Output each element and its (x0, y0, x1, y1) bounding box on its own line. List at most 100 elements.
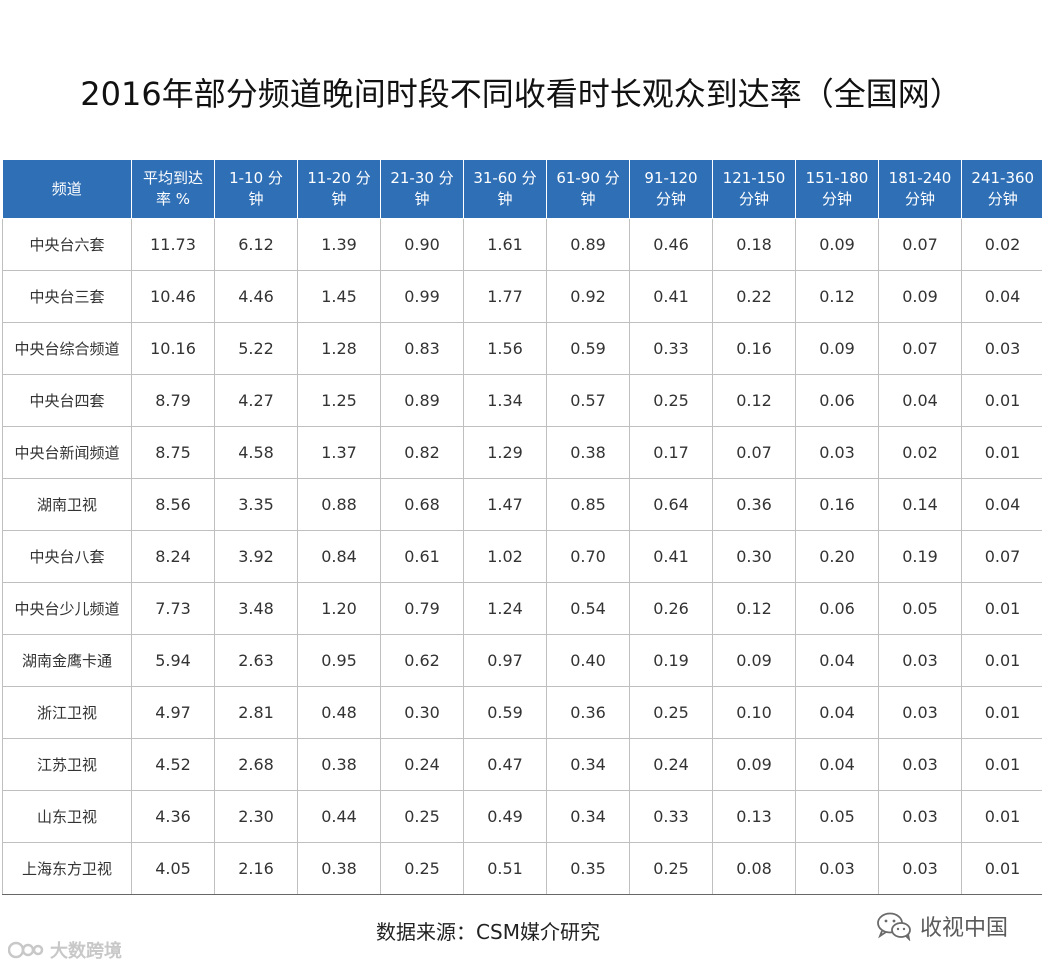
channel-name-cell: 中央台八套 (2, 530, 132, 583)
column-header: 61-90 分钟 (546, 160, 630, 219)
value-cell: 0.03 (795, 842, 879, 895)
value-cell: 0.16 (712, 322, 796, 375)
value-cell: 0.35 (546, 842, 630, 895)
value-cell: 0.49 (463, 790, 547, 843)
value-cell: 2.81 (214, 686, 298, 739)
table-row: 浙江卫视 4.97 2.81 0.48 0.30 0.59 0.36 0.25 0.10 0.04… (2, 686, 1042, 739)
value-cell: 4.52 (131, 738, 215, 791)
value-cell: 0.14 (878, 478, 962, 531)
channel-name-cell: 江苏卫视 (2, 738, 132, 791)
value-cell: 4.97 (131, 686, 215, 739)
value-cell: 0.99 (380, 270, 464, 323)
value-cell: 0.01 (961, 842, 1042, 895)
value-cell: 0.62 (380, 634, 464, 687)
value-cell: 0.09 (795, 218, 879, 271)
value-cell: 1.37 (297, 426, 381, 479)
value-cell: 2.16 (214, 842, 298, 895)
value-cell: 0.06 (795, 582, 879, 635)
value-cell: 5.94 (131, 634, 215, 687)
value-cell: 0.57 (546, 374, 630, 427)
column-header-line: 分钟 (738, 190, 769, 208)
value-cell: 0.92 (546, 270, 630, 323)
value-cell: 1.61 (463, 218, 547, 271)
value-cell: 0.01 (961, 738, 1042, 791)
value-cell: 0.82 (380, 426, 464, 479)
value-cell: 0.89 (380, 374, 464, 427)
channel-name-cell: 上海东方卫视 (2, 842, 132, 895)
watermark-left-text: 大数跨境 (50, 941, 122, 962)
value-cell: 0.04 (878, 374, 962, 427)
data-table: 频道 平均到达率 % 1-10 分钟 11-20 分钟 21-30 分钟 31-60 分钟… (2, 160, 1042, 895)
value-cell: 0.85 (546, 478, 630, 531)
value-cell: 0.03 (961, 322, 1042, 375)
value-cell: 1.02 (463, 530, 547, 583)
table-row: 湖南卫视 8.56 3.35 0.88 0.68 1.47 0.85 0.64 0.36 0.16… (2, 478, 1042, 531)
channel-name-cell: 山东卫视 (2, 790, 132, 843)
value-cell: 0.08 (712, 842, 796, 895)
value-cell: 0.03 (878, 738, 962, 791)
value-cell: 0.88 (297, 478, 381, 531)
value-cell: 0.36 (712, 478, 796, 531)
value-cell: 1.25 (297, 374, 381, 427)
value-cell: 0.12 (712, 582, 796, 635)
column-header: 1-10 分钟 (214, 160, 298, 219)
column-header: 21-30 分钟 (380, 160, 464, 219)
column-header-line: 分钟 (987, 190, 1018, 208)
value-cell: 0.03 (795, 426, 879, 479)
channel-name-cell: 中央台综合频道 (2, 322, 132, 375)
column-header-line: 31-60 分 (473, 169, 537, 187)
column-header-line: 181-240 (888, 169, 952, 187)
watermark-right-text: 收视中国 (919, 916, 1008, 941)
value-cell: 0.59 (546, 322, 630, 375)
value-cell: 0.01 (961, 686, 1042, 739)
value-cell: 0.03 (878, 842, 962, 895)
value-cell: 0.34 (546, 790, 630, 843)
value-cell: 0.70 (546, 530, 630, 583)
column-header-line: 151-180 (805, 169, 869, 187)
value-cell: 0.26 (629, 582, 713, 635)
value-cell: 0.18 (712, 218, 796, 271)
value-cell: 1.45 (297, 270, 381, 323)
value-cell: 10.16 (131, 322, 215, 375)
value-cell: 0.01 (961, 790, 1042, 843)
column-header-line: 61-90 分 (556, 169, 620, 187)
value-cell: 0.04 (795, 686, 879, 739)
column-header-line: 钟 (248, 190, 264, 208)
value-cell: 0.19 (629, 634, 713, 687)
value-cell: 1.47 (463, 478, 547, 531)
table-row: 江苏卫视 4.52 2.68 0.38 0.24 0.47 0.34 0.24 0.09 0.04… (2, 738, 1042, 791)
value-cell: 0.89 (546, 218, 630, 271)
value-cell: 0.02 (961, 218, 1042, 271)
value-cell: 0.09 (712, 738, 796, 791)
value-cell: 5.22 (214, 322, 298, 375)
value-cell: 1.77 (463, 270, 547, 323)
column-header-line: 钟 (414, 190, 430, 208)
value-cell: 4.58 (214, 426, 298, 479)
value-cell: 0.84 (297, 530, 381, 583)
value-cell: 0.30 (712, 530, 796, 583)
value-cell: 0.41 (629, 530, 713, 583)
value-cell: 0.07 (878, 322, 962, 375)
table-header-row: 频道 平均到达率 % 1-10 分钟 11-20 分钟 21-30 分钟 31-60 分钟… (2, 160, 1042, 219)
value-cell: 0.44 (297, 790, 381, 843)
value-cell: 0.25 (629, 842, 713, 895)
value-cell: 3.48 (214, 582, 298, 635)
table-row: 中央台四套 8.79 4.27 1.25 0.89 1.34 0.57 0.25 0.12 0.0… (2, 374, 1042, 427)
value-cell: 0.03 (878, 634, 962, 687)
page-title: 2016年部分频道晚间时段不同收看时长观众到达率（全国网） (80, 75, 962, 113)
value-cell: 0.41 (629, 270, 713, 323)
value-cell: 0.61 (380, 530, 464, 583)
value-cell: 0.17 (629, 426, 713, 479)
value-cell: 4.27 (214, 374, 298, 427)
value-cell: 0.34 (546, 738, 630, 791)
channel-name-cell: 中央台三套 (2, 270, 132, 323)
column-header: 241-360 分钟 (961, 160, 1042, 219)
value-cell: 0.90 (380, 218, 464, 271)
column-header: 平均到达率 % (131, 160, 215, 219)
value-cell: 0.30 (380, 686, 464, 739)
value-cell: 0.38 (297, 842, 381, 895)
channel-name-cell: 湖南卫视 (2, 478, 132, 531)
column-header-line: 121-150 (722, 169, 786, 187)
value-cell: 0.09 (795, 322, 879, 375)
value-cell: 0.06 (795, 374, 879, 427)
